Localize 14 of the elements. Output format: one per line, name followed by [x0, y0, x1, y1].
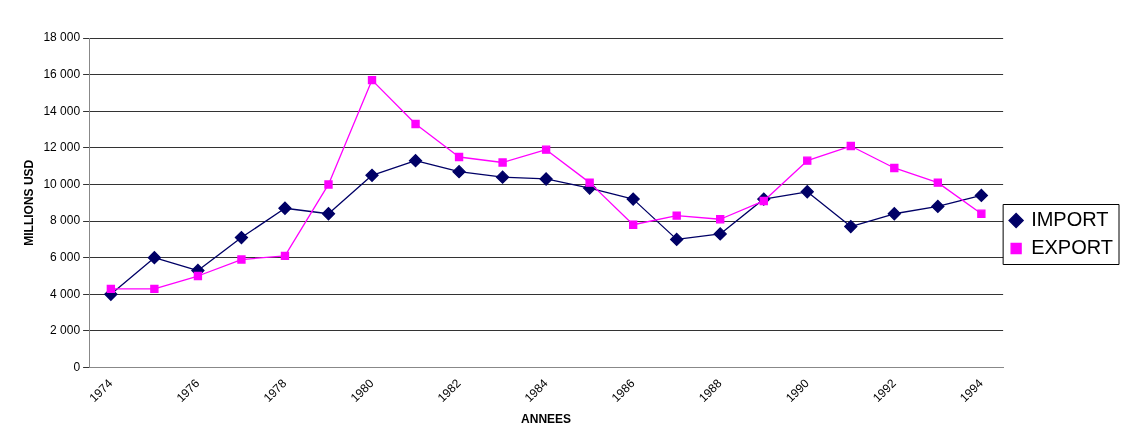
y-tick-label: 14 000: [43, 103, 81, 118]
legend-label: EXPORT: [1031, 236, 1113, 259]
y-axis-title: MILLIONS USD: [21, 159, 36, 246]
y-tick-label: 8 000: [50, 213, 81, 228]
legend-label: IMPORT: [1031, 208, 1109, 231]
y-tick-label: 2 000: [50, 323, 81, 338]
y-tick-label: 16 000: [43, 66, 81, 81]
y-tick-label: 12 000: [43, 140, 81, 155]
y-tick-label: 6 000: [50, 250, 81, 265]
x-axis-title: ANNEES: [521, 412, 572, 427]
y-tick-label: 10 000: [43, 176, 81, 191]
y-tick-label: 18 000: [43, 30, 81, 45]
y-tick-label: 4 000: [50, 286, 81, 301]
y-tick-label: 0: [73, 359, 81, 374]
